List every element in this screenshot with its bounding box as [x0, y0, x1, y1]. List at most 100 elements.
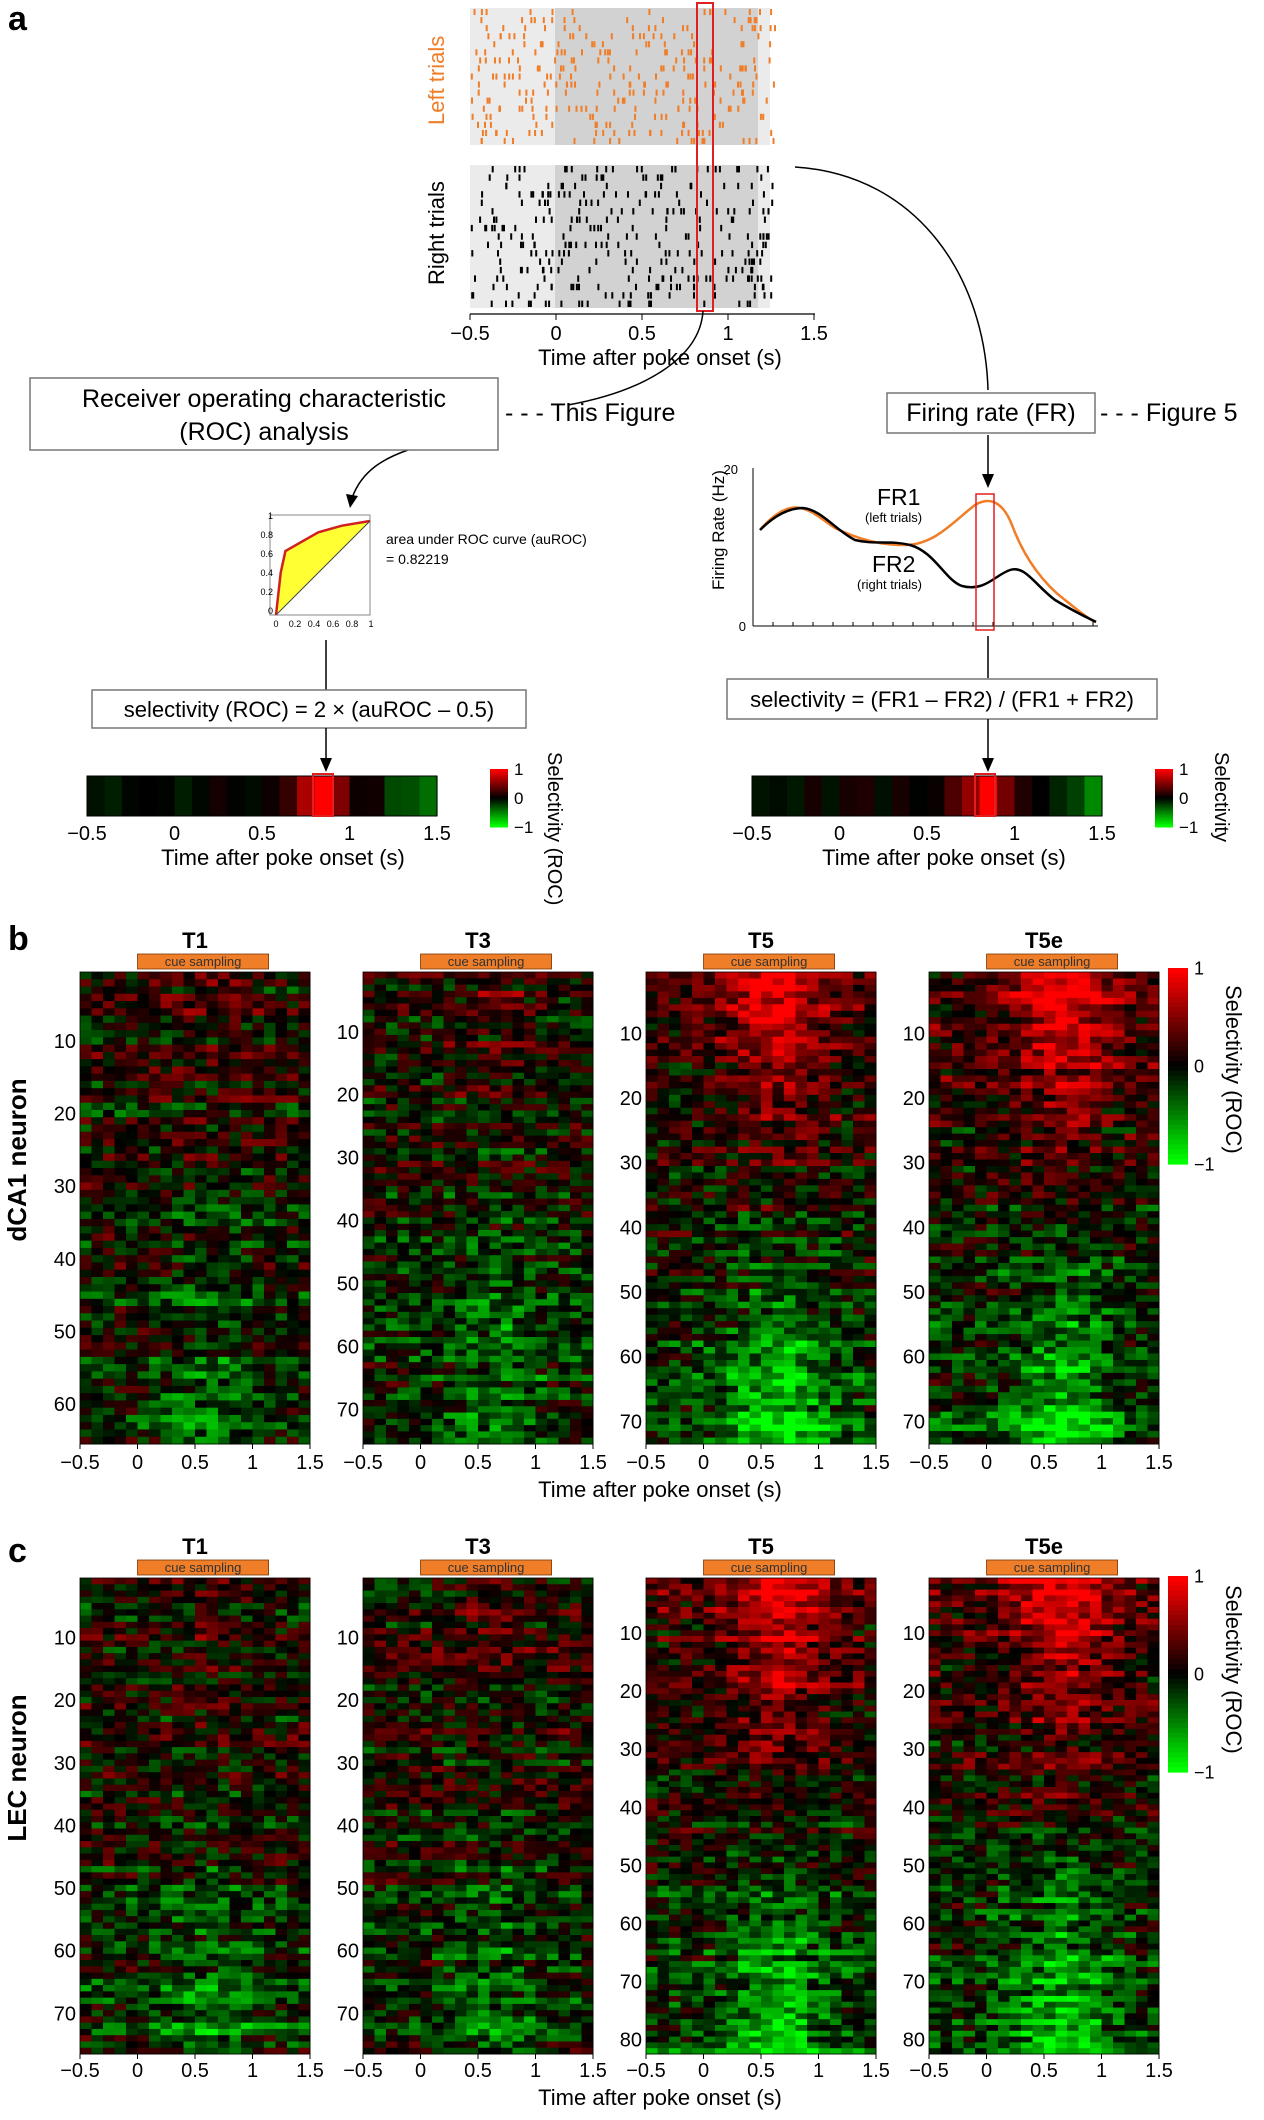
heatmap-cell [114, 979, 127, 988]
heatmap-cell [420, 1343, 433, 1351]
heatmap-cell [195, 1240, 207, 1249]
heatmap-cell [80, 1175, 92, 1184]
heatmap-cell [397, 1041, 410, 1049]
heatmap-cell [126, 1255, 138, 1263]
colorbar-segment [490, 770, 508, 773]
heatmap-cell [692, 1301, 704, 1309]
heatmap-cell [841, 1140, 854, 1148]
spike-tick [630, 250, 633, 257]
heatmap-cell [749, 1036, 762, 1044]
heatmap-cell [570, 1274, 582, 1281]
heatmap-cell [489, 1286, 502, 1294]
heatmap-cell [680, 1023, 693, 1031]
heatmap-cell [841, 984, 854, 992]
heatmap-cell [646, 1282, 658, 1290]
heatmap-cell [443, 972, 456, 979]
heatmap-cell [524, 1362, 536, 1369]
heatmap-cell [137, 1008, 150, 1017]
heatmap-cell [830, 1101, 842, 1109]
heatmap-cell [432, 1211, 444, 1218]
spike-tick [723, 182, 726, 190]
spike-tick [609, 73, 612, 80]
heatmap-cell [772, 1334, 785, 1342]
heatmap-cell [749, 1017, 762, 1025]
heatmap-cell [363, 1418, 375, 1426]
heatmap-cell [466, 1406, 479, 1414]
heatmap-cell [275, 1030, 288, 1038]
heatmap-cell [443, 1072, 456, 1080]
heatmap-cell [818, 1288, 831, 1296]
spike-tick [539, 41, 542, 48]
heatmap-cell [172, 1197, 184, 1205]
heatmap-cell [183, 1284, 196, 1293]
heatmap-cell [512, 1418, 525, 1426]
heatmap-cell [570, 1406, 582, 1414]
heatmap-cell [581, 1412, 594, 1420]
heatmap-cell [489, 984, 502, 992]
heatmap-cell [738, 1159, 750, 1167]
spike-tick [687, 73, 690, 80]
spike-tick [708, 129, 711, 136]
heatmap-cell [853, 1217, 865, 1225]
heatmap-cell [298, 1298, 311, 1307]
heatmap-cell [535, 1324, 548, 1332]
heatmap-cell [206, 1211, 219, 1220]
heatmap-cell [298, 1378, 311, 1387]
heatmap-cell [547, 1097, 559, 1105]
heatmap-cell [761, 1204, 773, 1212]
heatmap-cell [749, 1262, 762, 1270]
heatmap-cell [397, 1141, 410, 1149]
heatmap-cell [172, 1080, 184, 1089]
heatmap-cell [275, 1189, 288, 1198]
heatmap-cell [443, 1437, 456, 1445]
heatmap-cell [172, 1124, 184, 1133]
heatmap-cell [363, 1028, 375, 1036]
heatmap-cell [692, 1327, 704, 1335]
heatmap-cell [864, 1172, 877, 1180]
colorbar-segment [490, 815, 508, 818]
spike-tick [548, 258, 551, 265]
heatmap-cell [738, 1004, 750, 1012]
heatmap-cell [535, 1387, 548, 1395]
heatmap-cell [807, 984, 819, 992]
heatmap-cell [137, 1139, 150, 1147]
heatmap-cell [853, 1178, 865, 1186]
heatmap-cell [818, 1159, 831, 1167]
spike-tick [607, 57, 610, 64]
heatmap-cell [195, 1088, 207, 1096]
heatmap-cell [501, 1034, 513, 1042]
heatmap-cell [489, 1255, 502, 1262]
heatmap-cell [195, 972, 207, 980]
heatmap-cell [409, 1167, 421, 1174]
heatmap-cell [669, 1308, 681, 1316]
heatmap-cell [420, 1141, 433, 1149]
heatmap-cell [478, 1261, 490, 1269]
heatmap-cell [818, 1204, 831, 1212]
fr1-curve [759, 499, 1097, 624]
heatmap-cell [657, 1101, 670, 1109]
spike-tick [605, 216, 608, 223]
heatmap-cell [443, 1129, 456, 1137]
colorbar-segment [1168, 1139, 1188, 1145]
heatmap-cell [581, 1305, 594, 1313]
heatmap-cell [466, 1412, 479, 1420]
heatmap-cell [363, 1393, 375, 1401]
heatmap-cell [149, 1109, 161, 1118]
colorbar-segment [490, 812, 508, 815]
heatmap-cell [160, 1313, 173, 1322]
heatmap-cell [374, 1362, 387, 1369]
spike-tick [557, 191, 560, 198]
spike-tick [659, 174, 662, 181]
spike-tick [656, 174, 659, 181]
heatmap-cell [374, 1053, 387, 1061]
heatmap-cell [160, 1073, 173, 1082]
heatmap-cell [149, 1001, 161, 1009]
heatmap-cell [761, 1230, 773, 1238]
heatmap-cell [397, 1318, 410, 1325]
heatmap-cell [397, 1406, 410, 1414]
heatmap-cell [864, 1347, 877, 1354]
heatmap-cell [669, 1127, 681, 1135]
heatmap-cell [570, 1337, 582, 1344]
heatmap-cell [489, 990, 502, 998]
heatmap-cell [841, 1256, 854, 1264]
